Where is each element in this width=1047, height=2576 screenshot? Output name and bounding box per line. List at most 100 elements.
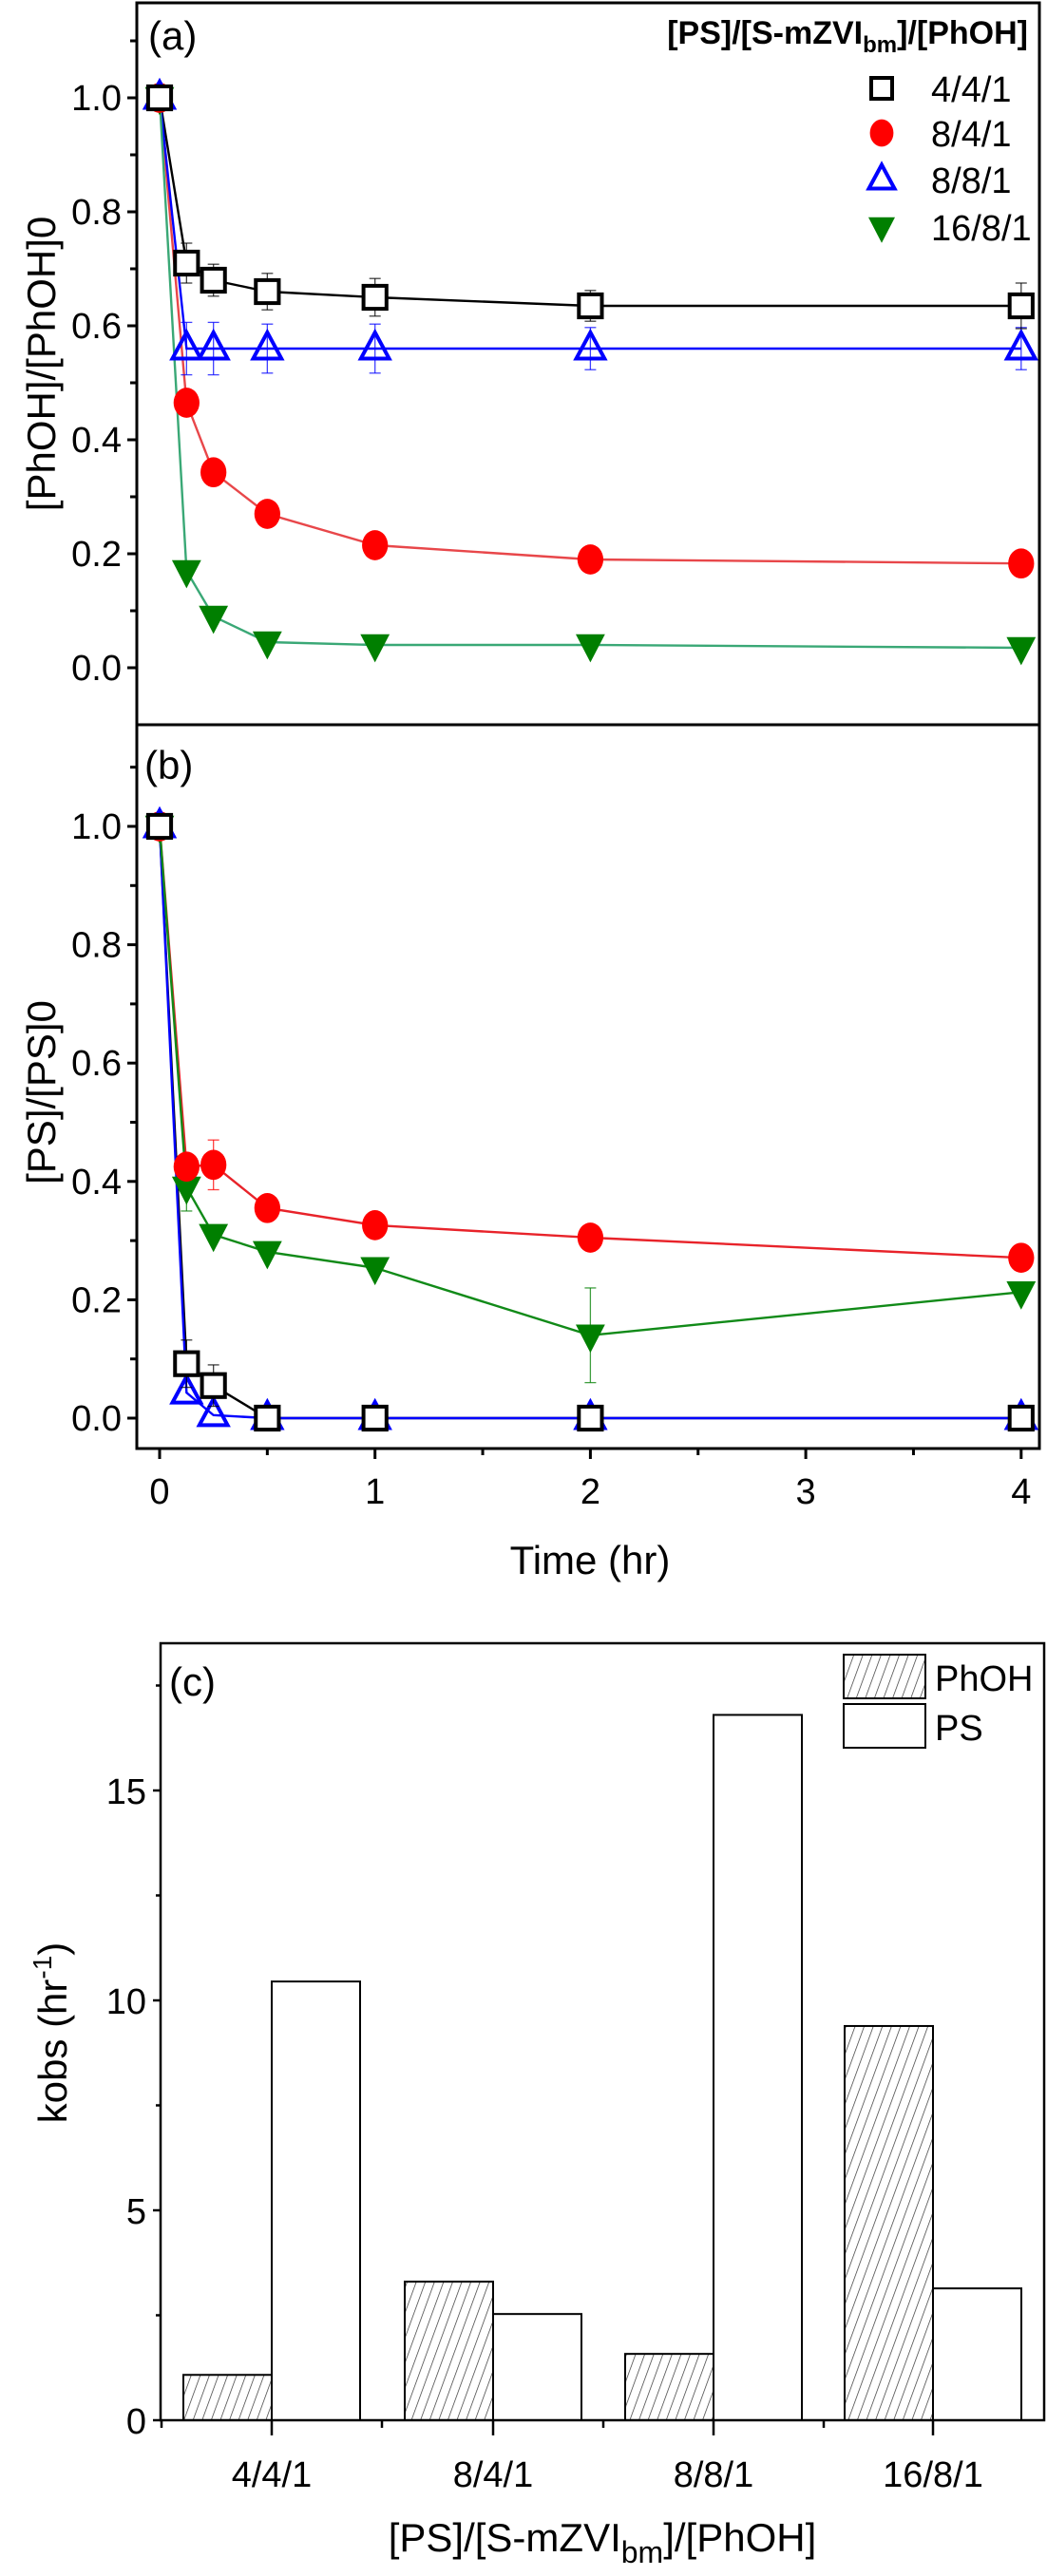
panel-b-label: (b) [144, 743, 193, 787]
panel-a-point-8-4-1 [200, 457, 227, 488]
panel-a-point-16-8-1 [199, 605, 229, 635]
panel-c-x-tick-label-8-4-1: 8/4/1 [453, 2455, 534, 2495]
panel-a-y-tick-label: 0.4 [71, 421, 122, 461]
panel-b-point-16-8-1 [360, 1257, 390, 1286]
panel-a-markers [142, 77, 1039, 666]
panel-b-series-16-8-1 [144, 815, 1037, 1384]
panel-b-point-4-4-1 [361, 1404, 389, 1432]
panel-b-series-line-16-8-1 [158, 825, 1021, 1336]
panel-b-markers [142, 805, 1039, 1432]
panel-b-series-8-4-1 [146, 811, 1035, 1274]
panel-b-point-8-4-1 [173, 1151, 200, 1183]
panel-a-point-8-8-1 [573, 328, 608, 361]
panel-b-y-tick-label: 0.6 [71, 1044, 122, 1084]
panel-b-x-tick-label: 4 [1011, 1472, 1031, 1512]
panel-c-x-tick-label-8-8-1: 8/8/1 [674, 2455, 754, 2495]
panel-c-legend-swatch-ps [843, 1703, 926, 1749]
panel-b-y-tick-label: 0.4 [71, 1163, 122, 1203]
panel-a-point-4-4-1 [361, 283, 389, 312]
panel-b-axis: 0.0 0.2 0.4 0.6 0.8 1.0 0 1 2 3 4 [71, 766, 1031, 1512]
panel-a-point-4-4-1 [200, 266, 227, 294]
panel-c-kobs-bar-chart: 0 5 10 15 4/4/1 8/4/1 8/8/1 16/8/1 (c) kobs (hr… [28, 1641, 1046, 2569]
panel-c-y-tick-label: 15 [106, 1772, 146, 1812]
legend-label-8-4-1: 8/4/1 [931, 115, 1012, 155]
panel-a-series-4-4-1 [145, 84, 1035, 330]
panel-a-y-tick-label: 0.8 [71, 193, 122, 233]
legend-marker-4-4-1 [869, 76, 894, 101]
panel-a-series-8-8-1 [142, 77, 1039, 376]
panel-b-x-tick-label: 2 [581, 1472, 600, 1512]
panel-c-y-axis-title: kobs (hr-1) [28, 1942, 75, 2124]
panel-c-legend-label-phoh: PhOH [935, 1659, 1033, 1699]
legend-item-4-4-1: 4/4/1 [869, 70, 1012, 110]
panel-a-y-tick-label: 0.2 [71, 535, 122, 575]
panel-a-point-8-4-1 [362, 530, 389, 560]
panel-a-point-4-4-1 [173, 249, 200, 277]
panel-a-point-8-4-1 [254, 499, 280, 529]
panel-c-bar-phoh-8-8-1 [624, 2353, 714, 2422]
legend-item-8-4-1: 8/4/1 [869, 115, 1012, 155]
panel-a-point-16-8-1 [171, 559, 201, 589]
panel-a-legend: [PS]/[S-mZVIbm]/[PhOH] 4/4/1 8/4/1 8/8/1 16… [667, 15, 1031, 249]
legend-marker-8-4-1 [869, 119, 894, 147]
panel-a-point-8-8-1 [1003, 328, 1039, 361]
panel-c-series-ps [271, 1714, 1022, 2422]
panel-b-point-8-4-1 [200, 1149, 227, 1181]
panel-b-point-4-4-1 [577, 1404, 604, 1432]
panel-c-bar-ps-4-4-1 [271, 1980, 361, 2422]
panel-c-y-tick-label: 5 [126, 2192, 146, 2232]
panel-b-point-4-4-1 [254, 1404, 281, 1432]
panel-b-point-16-8-1 [252, 1241, 282, 1270]
panel-a-series-16-8-1 [144, 86, 1037, 666]
panel-c-bar-ps-16-8-1 [932, 2287, 1022, 2421]
panel-c-y-tick-label: 10 [106, 1982, 146, 2022]
panel-a-point-4-4-1 [577, 292, 604, 320]
panel-a-point-16-8-1 [576, 634, 605, 663]
panel-b-point-8-4-1 [1008, 1242, 1035, 1274]
panel-b-y-tick-label: 0.8 [71, 926, 122, 966]
panel-b-x-tick-label: 1 [365, 1472, 385, 1512]
panel-b-series-4-4-1 [145, 812, 1035, 1432]
panel-b-persulfate-decomposition: 0.0 0.2 0.4 0.6 0.8 1.0 0 1 2 3 4 (b) [PS]/[PS]0 T… [19, 723, 1041, 1582]
panel-c-x-tick-label-4-4-1: 4/4/1 [232, 2455, 313, 2495]
panel-c-bar-phoh-8-4-1 [404, 2281, 494, 2421]
legend-label-4-4-1: 4/4/1 [931, 70, 1012, 110]
panel-a-point-8-8-1 [196, 328, 231, 361]
panel-b-point-8-8-1 [196, 1394, 231, 1428]
panel-c-series-phoh [182, 2024, 934, 2422]
panel-a-point-16-8-1 [360, 634, 390, 663]
panel-a-y-tick-label: 1.0 [71, 79, 122, 119]
panel-b-x-tick-label: 3 [796, 1472, 816, 1512]
panel-c-label: (c) [169, 1659, 216, 1704]
panel-a-axis: 0.0 0.2 0.4 0.6 0.8 1.0 [71, 39, 137, 689]
panel-c-bar-ps-8-4-1 [492, 2313, 582, 2422]
panel-b-y-axis-title: [PS]/[PS]0 [19, 1000, 64, 1184]
panel-b-x-tick-label: 0 [149, 1472, 169, 1512]
panel-a-point-8-8-1 [169, 328, 204, 361]
panel-a-label: (a) [148, 13, 197, 58]
panel-b-point-8-4-1 [254, 1192, 280, 1223]
panel-c-bar-phoh-4-4-1 [182, 2374, 273, 2421]
panel-a-point-4-4-1 [145, 84, 174, 112]
panel-c-x-tick-label-16-8-1: 16/8/1 [883, 2455, 983, 2495]
panel-c-legend-label-ps: PS [935, 1709, 983, 1749]
panel-c-x-axis-title: [PS]/[S-mZVIbm]/[PhOH] [389, 2515, 817, 2569]
panel-a-y-axis-title: [PhOH]/[PhOH]0 [19, 217, 64, 511]
legend-item-8-8-1: 8/8/1 [866, 161, 1012, 201]
panel-a-legend-title: [PS]/[S-mZVIbm]/[PhOH] [667, 15, 1028, 58]
panel-c-legend: PhOH PS [843, 1654, 1033, 1749]
panel-b-point-16-8-1 [576, 1324, 605, 1354]
panel-a-frame [135, 1, 1041, 727]
panel-b-frame [135, 723, 1041, 1450]
panel-a-point-8-8-1 [250, 328, 285, 361]
panel-b-x-axis-title: Time (hr) [510, 1538, 671, 1582]
panel-a-y-tick-label: 0.0 [71, 649, 122, 689]
panel-b-point-8-4-1 [362, 1210, 389, 1241]
panel-b-point-4-4-1 [145, 812, 174, 841]
panel-b-point-16-8-1 [199, 1223, 229, 1253]
panel-a-legend-items: 4/4/1 8/4/1 8/8/1 16/8/1 [866, 70, 1032, 249]
panel-a-y-tick-label: 0.6 [71, 307, 122, 347]
panel-c-legend-swatch-phoh [843, 1654, 926, 1699]
legend-label-8-8-1: 8/8/1 [931, 161, 1012, 201]
legend-marker-16-8-1 [868, 217, 895, 243]
